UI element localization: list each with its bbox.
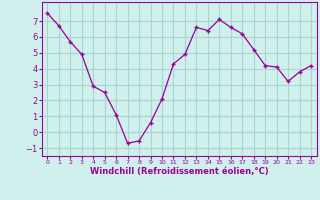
X-axis label: Windchill (Refroidissement éolien,°C): Windchill (Refroidissement éolien,°C) bbox=[90, 167, 268, 176]
